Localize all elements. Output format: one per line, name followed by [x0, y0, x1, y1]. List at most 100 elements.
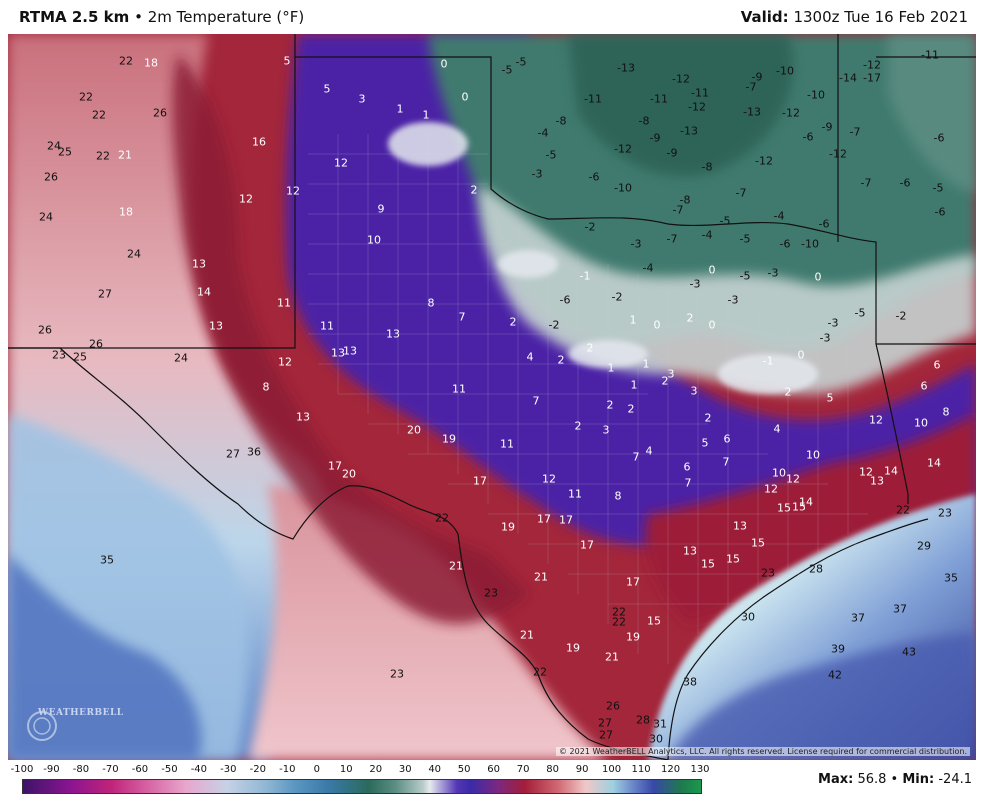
temperature-value: 7: [684, 476, 692, 490]
temperature-value: 17: [559, 513, 573, 527]
temperature-value: -1: [762, 354, 774, 368]
temperature-field: [8, 34, 976, 760]
temperature-value: 36: [247, 445, 261, 459]
temperature-value: -8: [555, 114, 567, 128]
legend-color-bar: [22, 779, 702, 794]
temperature-value: 15: [701, 557, 715, 571]
temperature-value: 7: [532, 394, 540, 408]
temperature-value: 13: [733, 519, 747, 533]
temperature-value: 14: [799, 495, 813, 509]
legend-tick: 40: [428, 764, 442, 775]
temperature-value: -12: [614, 142, 632, 156]
temperature-value: 27: [598, 716, 612, 730]
legend-tick: 90: [575, 764, 589, 775]
temperature-value: 25: [58, 145, 72, 159]
temperature-value: 30: [741, 610, 755, 624]
temperature-value: 4: [645, 444, 653, 458]
temperature-value: -2: [584, 220, 596, 234]
temperature-value: 1: [396, 102, 404, 116]
temperature-value: 17: [580, 538, 594, 552]
temperature-value: 12: [786, 472, 800, 486]
temperature-value: 7: [458, 310, 466, 324]
temperature-value: 2: [686, 311, 694, 325]
temperature-value: 2: [470, 183, 478, 197]
temperature-value: 17: [473, 474, 487, 488]
legend-tick: -80: [72, 764, 90, 775]
temperature-value: -7: [860, 176, 872, 190]
temperature-value: -11: [921, 48, 939, 62]
temperature-value: 6: [683, 460, 691, 474]
legend-tick: 120: [660, 764, 681, 775]
temperature-value: 21: [449, 559, 463, 573]
temperature-value: 19: [626, 630, 640, 644]
temperature-value: 23: [484, 586, 498, 600]
temperature-value: 3: [358, 92, 366, 106]
product-name: RTMA 2.5 km: [19, 8, 130, 26]
temperature-value: -7: [735, 186, 747, 200]
temperature-value: 16: [252, 135, 266, 149]
temperature-value: -6: [899, 176, 911, 190]
temperature-value: -5: [719, 214, 731, 228]
variable-name: 2m Temperature (°F): [147, 8, 305, 26]
temperature-value: -12: [672, 72, 690, 86]
temperature-value: -8: [679, 193, 691, 207]
temperature-value: 8: [942, 405, 950, 419]
temperature-value: 20: [342, 467, 356, 481]
stats-separator: •: [890, 772, 899, 787]
temperature-value: -5: [932, 181, 944, 195]
temperature-value: 14: [197, 285, 211, 299]
legend-tick: -90: [43, 764, 60, 775]
temperature-value: -5: [515, 55, 527, 69]
temperature-value: 11: [277, 296, 291, 310]
temperature-value: -5: [545, 148, 557, 162]
state-borders: [8, 34, 976, 760]
temperature-value: -9: [666, 146, 678, 160]
temperature-value: 21: [605, 650, 619, 664]
temperature-value: 18: [144, 56, 158, 70]
temperature-value: 35: [944, 571, 958, 585]
legend-tick: 60: [487, 764, 501, 775]
temperature-value: 21: [534, 570, 548, 584]
temperature-value: 22: [612, 615, 626, 629]
temperature-value: 2: [627, 402, 635, 416]
temperature-value: 21: [520, 628, 534, 642]
temperature-value: 12: [278, 355, 292, 369]
temperature-value: 24: [39, 210, 53, 224]
temperature-value: 26: [44, 170, 58, 184]
legend-tick: 0: [313, 764, 320, 775]
temperature-value: 7: [722, 455, 730, 469]
temperature-value: 22: [435, 511, 449, 525]
temperature-value: 29: [917, 539, 931, 553]
temperature-value: 19: [501, 520, 515, 534]
temperature-value: 27: [226, 447, 240, 461]
temperature-value: 27: [98, 287, 112, 301]
legend-tick: -10: [279, 764, 296, 775]
temperature-value: -10: [776, 64, 794, 78]
temperature-value: -17: [863, 71, 881, 85]
temperature-value: 0: [797, 348, 805, 362]
legend-tick: 110: [631, 764, 651, 775]
temperature-value: 30: [649, 732, 663, 746]
temperature-value: -7: [849, 125, 861, 139]
temperature-value: 23: [761, 566, 775, 580]
temperature-value: 26: [153, 106, 167, 120]
legend-tick: -100: [10, 764, 34, 775]
temperature-value: -9: [821, 120, 833, 134]
temperature-value: 0: [814, 270, 822, 284]
temperature-value: -14: [839, 71, 857, 85]
temperature-value: 31: [653, 717, 667, 731]
temperature-value: 26: [89, 337, 103, 351]
temperature-value: 15: [751, 536, 765, 550]
legend-tick: 130: [690, 764, 710, 775]
temperature-value: -6: [818, 217, 830, 231]
temperature-value: -10: [614, 181, 632, 195]
temperature-value: 6: [723, 432, 731, 446]
legend-tick: -30: [220, 764, 237, 775]
temperature-value: -7: [672, 203, 684, 217]
temperature-value: -2: [611, 290, 623, 304]
temperature-value: 18: [119, 205, 133, 219]
temperature-value: 15: [726, 552, 740, 566]
temperature-value: 39: [831, 642, 845, 656]
temperature-value: 0: [708, 263, 716, 277]
legend-tick: 50: [457, 764, 471, 775]
